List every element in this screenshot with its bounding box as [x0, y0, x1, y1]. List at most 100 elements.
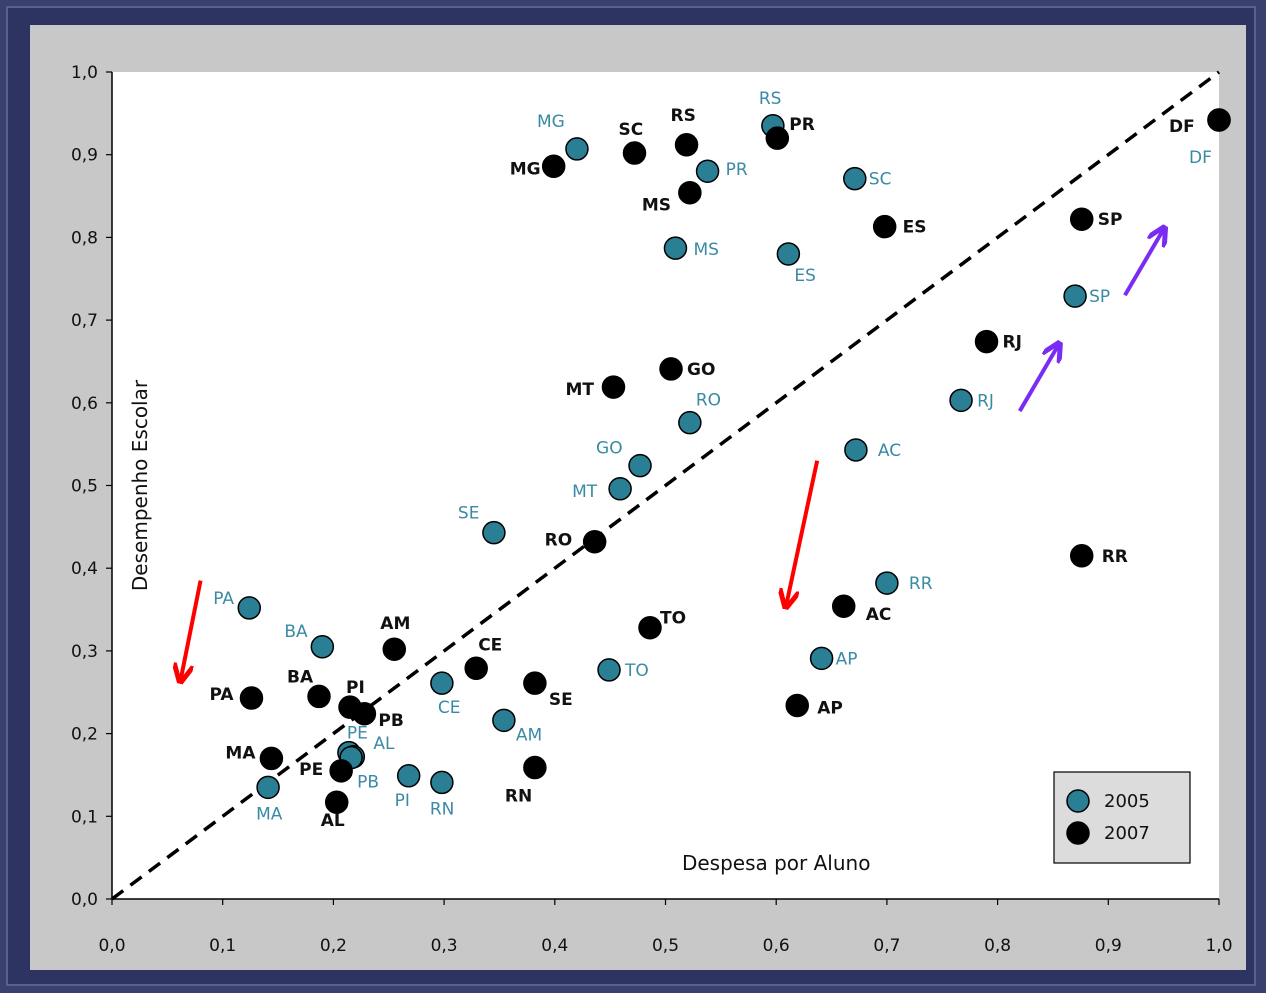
- point-label-2007-MT: MT: [565, 380, 594, 400]
- point-label-2005-SP: SP: [1089, 287, 1110, 307]
- point-label-2007-DF: DF: [1169, 117, 1195, 137]
- point-2007-CE: [464, 656, 488, 681]
- x-axis-title: Despesa por Aluno: [682, 851, 871, 875]
- point-2005-AM: [492, 708, 516, 733]
- point-2007-DF: [1207, 108, 1231, 132]
- point-label-2005-TO: TO: [624, 661, 649, 681]
- point-2005-MA: [256, 775, 280, 800]
- point-label-2007-RN: RN: [505, 787, 532, 807]
- y-tick-label: 0,9: [71, 146, 98, 166]
- point-label-2005-MS: MS: [693, 240, 718, 260]
- point-2007-GO: [659, 357, 683, 381]
- x-tick-label: 0,6: [763, 936, 790, 956]
- point-label-2005-DF: DF: [1189, 148, 1212, 168]
- x-tick-label: 1,0: [1205, 936, 1232, 956]
- point-label-2005-PR: PR: [726, 160, 748, 180]
- legend-marker-2005: [1066, 789, 1090, 813]
- x-tick-label: 0,3: [431, 936, 458, 956]
- point-2005-PA: [237, 596, 262, 620]
- point-label-2007-PB: PB: [378, 711, 403, 731]
- point-label-2007-PR: PR: [789, 115, 815, 135]
- point-2007-PB: [352, 702, 377, 726]
- point-label-2007-AL: AL: [321, 811, 345, 831]
- point-2007-MS: [678, 180, 702, 205]
- point-2007-AC: [831, 594, 856, 618]
- point-label-2005-PA: PA: [213, 589, 234, 609]
- point-2007-PE: [329, 759, 353, 783]
- point-label-2007-RS: RS: [671, 106, 696, 126]
- point-2007-PR: [765, 126, 790, 150]
- y-tick-label: 0,6: [71, 394, 98, 414]
- point-2007-PA: [239, 686, 264, 710]
- point-2005-RJ: [949, 388, 973, 413]
- point-label-2005-RS: RS: [759, 89, 782, 109]
- point-label-2005-RR: RR: [909, 574, 933, 594]
- point-2007-MA: [259, 746, 284, 771]
- y-tick-label: 0,8: [71, 228, 98, 248]
- point-label-2007-CE: CE: [478, 635, 502, 655]
- point-label-2007-ES: ES: [903, 218, 927, 238]
- point-2005-MT: [608, 477, 632, 501]
- point-label-2005-CE: CE: [438, 698, 461, 718]
- point-2005-RO: [678, 410, 702, 435]
- x-tick-label: 0,2: [320, 936, 347, 956]
- point-label-2007-GO: GO: [687, 360, 715, 380]
- point-2007-RO: [582, 529, 607, 554]
- point-label-2005-SC: SC: [869, 170, 892, 190]
- point-label-2005-MG: MG: [537, 112, 565, 132]
- point-label-2007-PA: PA: [209, 685, 234, 705]
- point-2007-ES: [872, 214, 897, 239]
- point-2007-MG: [541, 154, 566, 179]
- y-tick-label: 1,0: [71, 63, 98, 83]
- point-2007-SE: [523, 671, 547, 695]
- x-tick-label: 0,8: [984, 936, 1011, 956]
- point-label-2007-AC: AC: [866, 605, 892, 625]
- point-label-2007-SP: SP: [1098, 210, 1123, 230]
- point-2007-MT: [601, 375, 626, 399]
- point-label-2005-RN: RN: [430, 799, 455, 819]
- point-label-2005-MT: MT: [572, 482, 598, 502]
- point-label-2007-PI: PI: [346, 678, 365, 698]
- point-label-2005-RO: RO: [696, 391, 721, 411]
- point-2007-BA: [307, 684, 331, 709]
- point-label-2007-RO: RO: [545, 531, 573, 551]
- point-2005-SP: [1063, 284, 1087, 308]
- point-2007-AM: [382, 637, 407, 661]
- point-label-2007-MA: MA: [225, 743, 256, 763]
- trend-arrow-1: [786, 460, 820, 606]
- legend-label-2007: 2007: [1104, 823, 1150, 844]
- y-axis-title: Desempenho Escolar: [128, 379, 152, 591]
- point-label-2007-RR: RR: [1102, 547, 1128, 567]
- point-label-2005-RJ: RJ: [977, 391, 994, 411]
- x-tick-label: 0,0: [98, 936, 125, 956]
- point-label-2005-SE: SE: [458, 504, 480, 524]
- point-2005-SE: [482, 520, 506, 545]
- point-2005-RR: [875, 571, 899, 595]
- point-label-2007-MG: MG: [510, 159, 541, 179]
- reference-line: [110, 70, 1221, 901]
- point-label-2007-PE: PE: [299, 760, 323, 780]
- point-2005-MG: [565, 137, 589, 161]
- point-label-2005-AL: AL: [373, 734, 395, 754]
- point-label-2005-PE: PE: [347, 724, 368, 744]
- point-2005-AP: [809, 646, 834, 671]
- point-label-2007-MS: MS: [642, 196, 671, 216]
- x-tick-label: 0,4: [541, 936, 568, 956]
- point-label-2005-GO: GO: [596, 439, 623, 459]
- y-tick-label: 0,3: [71, 642, 98, 662]
- point-label-2007-AM: AM: [380, 614, 410, 634]
- point-2005-AC: [844, 438, 868, 462]
- point-2005-MS: [663, 236, 688, 260]
- point-2007-RR: [1069, 544, 1094, 568]
- point-2005-SC: [843, 166, 867, 191]
- point-label-2005-BA: BA: [284, 622, 308, 642]
- point-label-2005-MA: MA: [256, 804, 283, 824]
- point-2007-RS: [674, 133, 699, 157]
- point-label-2005-ES: ES: [794, 266, 816, 286]
- legend-label-2005: 2005: [1104, 791, 1150, 812]
- x-tick-label: 0,7: [873, 936, 900, 956]
- y-tick-label: 0,2: [71, 725, 98, 745]
- point-2007-SC: [622, 141, 647, 165]
- point-2007-RJ: [974, 329, 999, 354]
